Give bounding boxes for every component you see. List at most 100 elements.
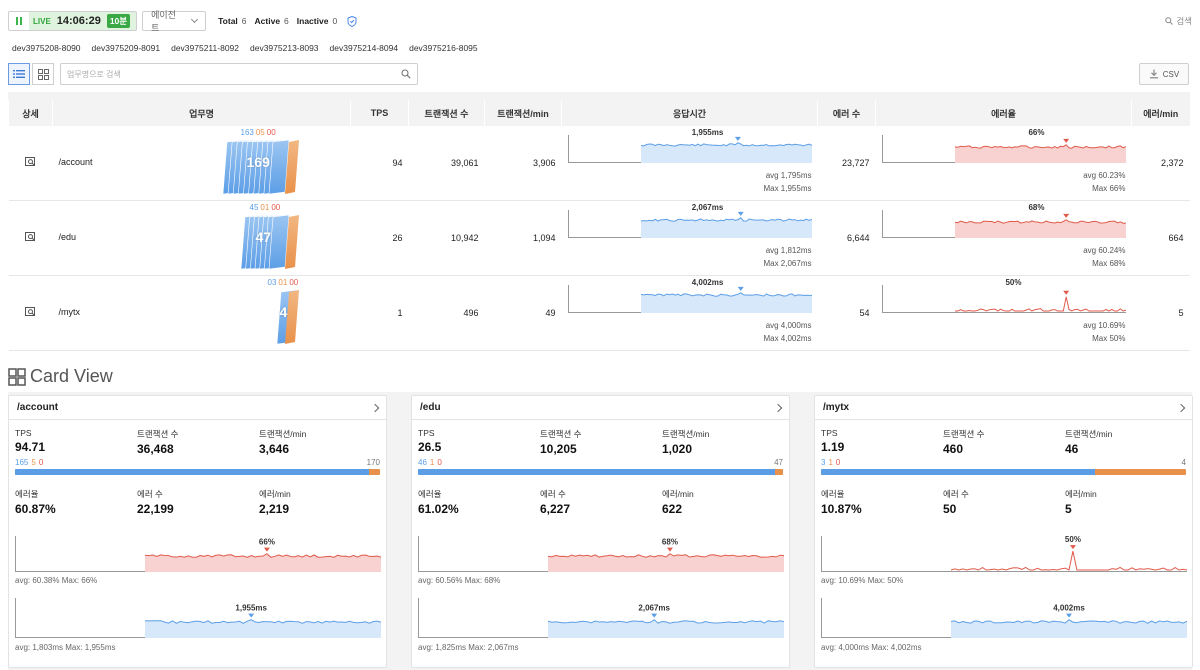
error-count-cell: 6,644 (817, 200, 876, 276)
table-row[interactable]: /edu 45 01 00 47 26 10,942 1,094 (8, 200, 1190, 276)
error-min-cell: 2,372 (1131, 126, 1190, 201)
agent-item[interactable]: dev3975209-8091 (91, 43, 161, 53)
col-header-response-time[interactable]: 응답시간 (561, 92, 818, 126)
time-range-badge[interactable]: 10분 (106, 14, 131, 28)
csv-download-button[interactable]: CSV (1139, 63, 1189, 85)
stack-card-error (284, 140, 299, 194)
card-header[interactable]: /mytx (815, 396, 1192, 420)
transaction-bar (15, 469, 380, 475)
transaction-stack (222, 140, 299, 195)
transaction-card[interactable]: /mytx TPS 1.19 트랜잭션 수 460 트랜잭션/min 46 3 1 0… (814, 395, 1193, 668)
search-link-label: 검색 (1176, 16, 1192, 26)
inactive-count: 0 (332, 16, 338, 26)
search-icon[interactable] (401, 69, 411, 79)
agent-item[interactable]: dev3975211-8092 (171, 43, 239, 53)
metric-value: 1,020 (662, 442, 693, 456)
response-time-chart[interactable] (567, 210, 812, 246)
metric-error-count: 에러 수 6,227 (540, 488, 570, 516)
col-header-error-count[interactable]: 에러 수 (817, 92, 876, 126)
chart-line (954, 144, 1126, 149)
col-header-error-min[interactable]: 에러/min (1131, 92, 1190, 126)
chevron-right-icon[interactable] (370, 403, 380, 412)
card-response-chart[interactable]: 2,067ms (418, 598, 784, 638)
agent-dropdown[interactable]: 에이전트 (142, 10, 207, 33)
peak-marker-icon (1069, 545, 1076, 550)
live-control[interactable]: LIVE 14:06:29 10분 (8, 11, 138, 31)
card-error-chart[interactable]: 68% (418, 536, 784, 572)
response-avg: avg 1,812ms (765, 246, 812, 255)
error-rate-cell: 66% avg 60.23% Max 66% (875, 126, 1132, 201)
transaction-name[interactable]: /mytx (58, 307, 81, 317)
bar-total: 170 (366, 458, 380, 467)
response-max: Max 2,067ms (763, 259, 812, 268)
table-row[interactable]: /mytx 03 01 00 4 1 496 49 (8, 275, 1190, 351)
error-count: 00 (289, 278, 299, 287)
chart-line (954, 219, 1126, 224)
tx-count-cell: 39,061 (408, 126, 485, 201)
card-response-chart[interactable]: 4,002ms (821, 598, 1187, 638)
chart-area (145, 619, 381, 638)
detail-search-icon[interactable] (24, 157, 37, 167)
agent-item[interactable]: dev3975214-8094 (329, 43, 399, 53)
card-response-chart[interactable]: 1,955ms (15, 598, 381, 638)
tx-min-cell: 3,906 (484, 126, 562, 201)
metric-value: 1.19 (821, 440, 845, 454)
card-title: /mytx (823, 402, 850, 413)
col-header-tx-count[interactable]: 트랜잭션 수 (408, 92, 485, 126)
error-avg: avg 60.24% (1083, 246, 1126, 255)
transaction-name[interactable]: /account (58, 157, 93, 167)
table-row[interactable]: /account 163 05 00 169 94 39,061 3,906 (8, 126, 1190, 201)
metric-label: 에러율 (821, 489, 845, 499)
agent-item[interactable]: dev3975213-8093 (250, 43, 319, 53)
pause-icon[interactable] (9, 12, 29, 30)
transaction-table: 상세 업무명 TPS 트랜잭션 수 트랜잭션/min 응답시간 에러 수 에러율… (8, 92, 1190, 351)
detail-search-icon[interactable] (24, 232, 37, 242)
list-view-button[interactable] (8, 63, 30, 85)
stack-card-error (284, 215, 299, 269)
col-header-tx-min[interactable]: 트랜잭션/min (484, 92, 562, 126)
card-view-title-text: Card View (30, 366, 113, 386)
response-time-chart[interactable] (567, 135, 812, 171)
transaction-bar-fill (418, 469, 776, 475)
search-link[interactable]: 검색 (1165, 15, 1192, 27)
error-count: 00 (271, 203, 281, 212)
error-rate-chart[interactable] (881, 135, 1126, 171)
card-header[interactable]: /account (9, 396, 386, 420)
metric-label: 에러율 (15, 489, 39, 499)
metric-value: 50 (943, 502, 957, 516)
metric-label: 에러/min (1065, 489, 1097, 499)
metric-label: 에러 수 (540, 489, 566, 499)
col-header-error-rate[interactable]: 에러율 (875, 92, 1132, 126)
chevron-right-icon[interactable] (773, 403, 783, 412)
card-error-caption: avg: 60.38% Max: 66% (15, 576, 98, 585)
grid-icon (8, 367, 26, 386)
chart-area (640, 292, 812, 313)
metric-label: 트랜잭션 수 (540, 429, 582, 439)
metric-label: 에러 수 (137, 489, 163, 499)
card-header[interactable]: /edu (412, 396, 789, 420)
chart-area (954, 144, 1126, 163)
detail-search-icon[interactable] (24, 307, 37, 317)
transaction-card[interactable]: /account TPS 94.71 트랜잭션 수 36,468 트랜잭션/min 3… (8, 395, 387, 668)
error-rate-chart[interactable] (881, 285, 1126, 321)
card-error-chart[interactable]: 66% (15, 536, 381, 572)
card-view-button[interactable] (32, 63, 54, 85)
agent-item[interactable]: dev3975216-8095 (409, 43, 478, 53)
col-header-tps[interactable]: TPS (350, 92, 409, 126)
col-header-name[interactable]: 업무명 (52, 92, 351, 126)
stack-counts: 163 05 00 (241, 128, 276, 137)
error-rate-chart[interactable] (881, 210, 1126, 246)
name-cell: /mytx 03 01 00 4 (52, 275, 351, 351)
chevron-right-icon[interactable] (1176, 403, 1186, 412)
response-time-chart[interactable] (567, 285, 812, 321)
agent-item[interactable]: dev3975208-8090 (12, 43, 81, 53)
search-input[interactable] (67, 69, 401, 79)
active-count: 6 (284, 16, 289, 26)
transaction-name[interactable]: /edu (58, 232, 77, 242)
transaction-card[interactable]: /edu TPS 26.5 트랜잭션 수 10,205 트랜잭션/min 1,020 … (411, 395, 790, 668)
shield-icon[interactable] (347, 15, 357, 27)
metric-value: 5 (1065, 502, 1072, 516)
search-box (60, 63, 418, 85)
toolbar: CSV (8, 62, 1189, 86)
card-error-chart[interactable]: 50% (821, 536, 1187, 572)
